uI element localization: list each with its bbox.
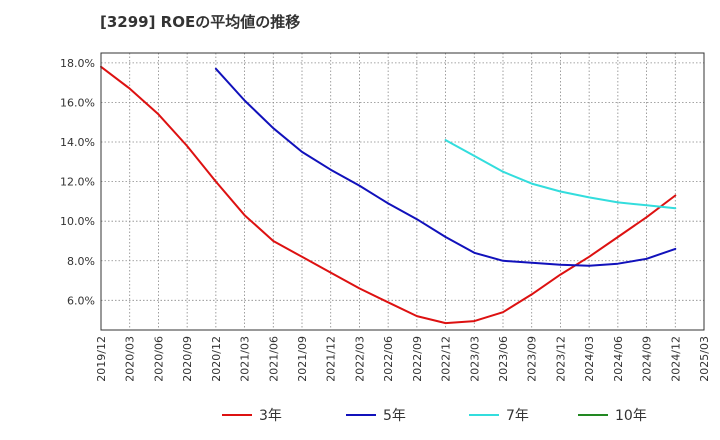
y-tick-label: 18.0%: [60, 57, 95, 70]
x-tick-label: 2020/06: [152, 336, 165, 382]
x-tick-label: 2020/03: [124, 336, 137, 382]
x-tick-label: 2021/12: [325, 336, 338, 382]
x-tick-label: 2019/12: [95, 336, 108, 382]
series-line-0: [100, 65, 677, 325]
x-tick-label: 2022/03: [353, 336, 366, 382]
x-tick-label: 2022/06: [382, 336, 395, 382]
x-tick-label: 2022/12: [440, 336, 453, 382]
x-tick-label: 2021/06: [267, 336, 280, 382]
series-layer: [100, 65, 677, 325]
x-tick-label: 2023/09: [526, 336, 539, 382]
y-tick-label: 12.0%: [60, 176, 95, 189]
x-tick-label: 2024/12: [669, 336, 682, 382]
x-tick-label: 2021/09: [296, 336, 309, 382]
plot-area-border: [100, 52, 705, 331]
chart-title: [3299] ROEの平均値の推移: [100, 13, 301, 31]
legend-label-2: 7年: [506, 408, 529, 424]
x-tick-label: 2023/03: [468, 336, 481, 382]
legend: 3年 5年 7年 10年: [222, 408, 647, 424]
legend-label-1: 5年: [383, 408, 406, 424]
x-tick-label: 2023/06: [497, 336, 510, 382]
plot-area-background: [101, 53, 704, 330]
x-tick-label: 2024/03: [583, 336, 596, 382]
y-tick-label: 6.0%: [67, 294, 95, 307]
legend-label-0: 3年: [259, 408, 282, 424]
legend-label-3: 10年: [615, 408, 647, 424]
x-tick-label: 2020/09: [181, 336, 194, 382]
x-tick-label: 2020/12: [210, 336, 223, 382]
x-tick-label: 2023/12: [554, 336, 567, 382]
y-tick-label: 14.0%: [60, 136, 95, 149]
x-tick-label: 2025/03: [698, 336, 711, 382]
x-tick-label: 2022/09: [411, 336, 424, 382]
series-line-1: [214, 67, 677, 267]
x-axis: 2019/12 2020/03 2020/06 2020/09 2020/12 2021/…: [95, 336, 711, 382]
y-tick-label: 10.0%: [60, 215, 95, 228]
x-tick-label: 2024/09: [641, 336, 654, 382]
y-tick-label: 8.0%: [67, 255, 95, 268]
series-line-2: [444, 139, 677, 210]
y-tick-label: 16.0%: [60, 96, 95, 109]
y-axis: 6.0% 8.0% 10.0% 12.0% 14.0% 16.0% 18.0%: [60, 57, 95, 307]
x-tick-label: 2024/06: [612, 336, 625, 382]
x-tick-label: 2021/03: [239, 336, 252, 382]
